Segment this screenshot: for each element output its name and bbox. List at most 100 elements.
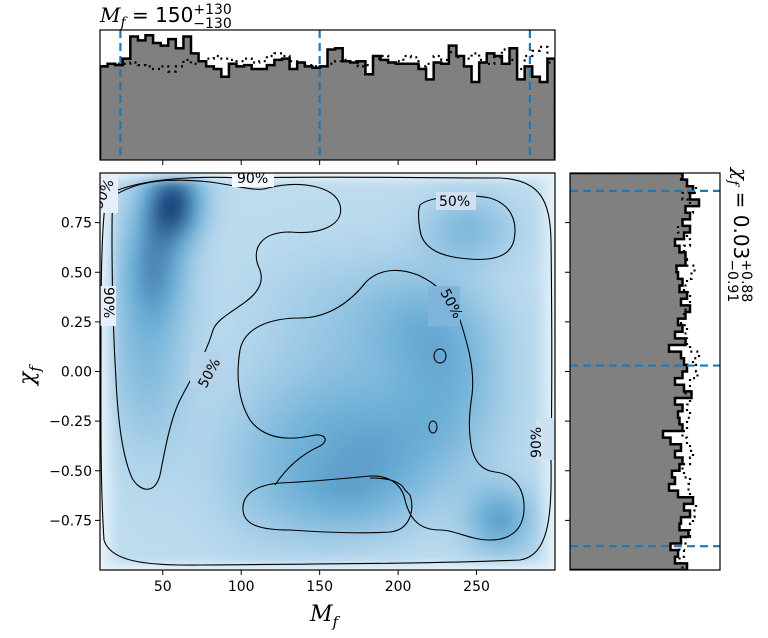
density-cell xyxy=(162,220,172,230)
density-cell xyxy=(327,514,336,523)
density-cell xyxy=(500,292,509,301)
density-cell xyxy=(100,435,109,444)
density-cell xyxy=(476,292,485,301)
density-cell xyxy=(343,403,352,412)
density-cell xyxy=(139,498,148,508)
density-cell xyxy=(351,482,360,492)
density-cell xyxy=(100,403,109,412)
density-cell xyxy=(476,220,485,230)
density-cell xyxy=(413,435,423,444)
density-cell xyxy=(382,339,391,349)
density-cell xyxy=(311,419,321,428)
density-cell xyxy=(147,562,156,570)
density-cell xyxy=(453,466,462,476)
density-cell xyxy=(264,204,274,214)
density-cell xyxy=(233,450,242,460)
density-cell xyxy=(100,419,109,428)
density-cell xyxy=(209,498,219,508)
density-cell xyxy=(147,268,156,277)
density-cell xyxy=(413,522,423,531)
density-cell xyxy=(147,331,156,341)
density-cell xyxy=(398,331,407,341)
density-cell xyxy=(374,284,384,293)
density-cell xyxy=(100,474,109,484)
density-cell xyxy=(476,315,485,325)
spin-marginal-panel: χf = 0.03+0.88−0.91 xyxy=(565,166,754,571)
density-cell xyxy=(123,300,132,309)
density-cell xyxy=(492,458,501,468)
density-cell xyxy=(382,276,391,285)
density-cell xyxy=(115,554,125,563)
density-cell xyxy=(500,435,509,444)
density-cell xyxy=(123,419,132,428)
density-cell xyxy=(484,379,493,388)
density-cell xyxy=(201,427,211,436)
density-cell xyxy=(358,466,368,476)
density-cell xyxy=(201,482,211,492)
density-cell xyxy=(107,419,117,428)
density-cell xyxy=(374,522,384,531)
density-cell xyxy=(209,427,219,436)
density-cell xyxy=(429,212,438,222)
density-cell xyxy=(115,522,125,531)
density-cell xyxy=(100,395,109,404)
density-cell xyxy=(100,355,109,365)
density-cell xyxy=(154,260,164,269)
density-cell xyxy=(241,379,250,388)
density-cell xyxy=(209,466,219,476)
density-cell xyxy=(358,188,368,198)
density-cell xyxy=(523,244,533,253)
density-cell xyxy=(539,562,548,570)
density-cell xyxy=(460,252,470,261)
density-cell xyxy=(327,403,336,412)
density-cell xyxy=(421,514,431,523)
density-cell xyxy=(358,323,368,333)
density-cell xyxy=(523,307,533,317)
density-cell xyxy=(123,363,132,373)
density-cell xyxy=(531,379,540,388)
density-cell xyxy=(256,562,266,570)
density-cell xyxy=(507,307,517,317)
density-cell xyxy=(531,442,540,452)
density-cell xyxy=(256,347,266,357)
density-cell xyxy=(343,315,352,325)
density-cell xyxy=(162,173,172,182)
density-cell xyxy=(343,331,352,341)
density-cell xyxy=(170,260,180,269)
density-cell xyxy=(170,458,180,468)
density-cell xyxy=(531,212,540,222)
density-cell xyxy=(217,212,227,222)
density-cell xyxy=(170,292,180,301)
density-cell xyxy=(500,180,509,190)
density-cell xyxy=(515,546,525,555)
density-cell xyxy=(296,300,305,309)
density-cell xyxy=(201,466,211,476)
density-cell xyxy=(500,427,509,436)
density-cell xyxy=(162,442,172,452)
density-cell xyxy=(162,474,172,484)
density-cell xyxy=(280,292,289,301)
density-cell xyxy=(374,244,384,253)
density-cell xyxy=(429,490,438,500)
density-cell xyxy=(351,379,360,388)
density-cell xyxy=(217,315,227,325)
density-cell xyxy=(500,260,509,269)
density-cell xyxy=(107,538,117,547)
density-cell xyxy=(154,244,164,253)
density-cell xyxy=(476,458,485,468)
density-cell xyxy=(256,514,266,523)
density-cell xyxy=(115,387,125,396)
density-cell xyxy=(484,474,493,484)
density-cell xyxy=(390,387,399,396)
density-cell xyxy=(170,244,180,253)
density-heatmap xyxy=(100,173,555,570)
density-cell xyxy=(178,474,187,484)
density-cell xyxy=(115,204,125,214)
density-cell xyxy=(484,355,493,365)
density-cell xyxy=(374,276,384,285)
density-cell xyxy=(523,339,533,349)
density-cell xyxy=(311,307,321,317)
density-cell xyxy=(249,220,258,230)
density-cell xyxy=(303,363,313,373)
density-cell xyxy=(327,482,336,492)
